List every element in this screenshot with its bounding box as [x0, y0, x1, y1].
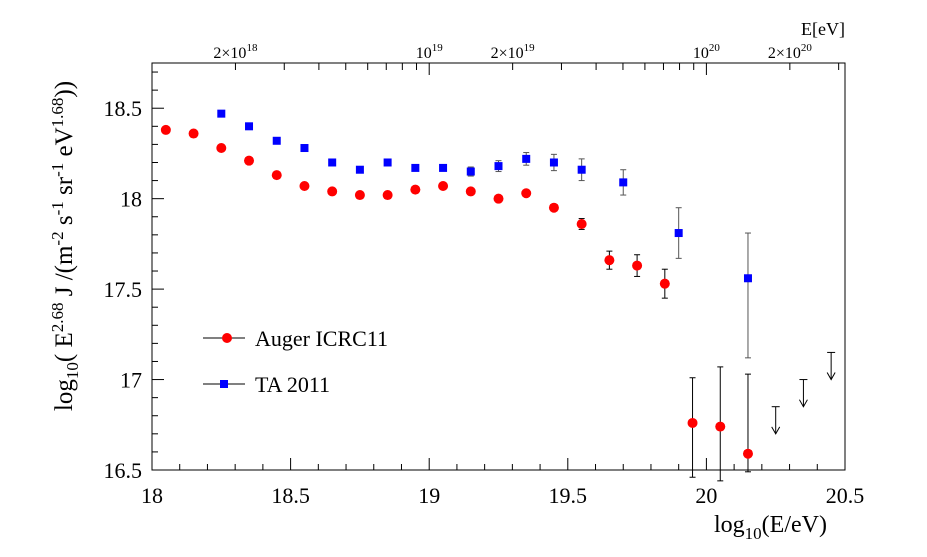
data-point — [494, 162, 503, 171]
top-axis-unit-label: E[eV] — [801, 19, 845, 39]
data-point — [522, 154, 531, 163]
x-tick-label: 18.5 — [271, 483, 310, 508]
data-point — [272, 136, 281, 145]
data-point — [355, 165, 364, 174]
top-tick-label: 1019 — [416, 42, 444, 62]
data-point — [577, 165, 586, 174]
data-point — [466, 167, 475, 176]
y-tick-label: 16.5 — [104, 458, 143, 483]
y-axis-ticks: 16.5 17 17.5 18 18.5 — [104, 71, 164, 483]
top-tick-label: 1020 — [693, 42, 721, 62]
data-point — [604, 255, 615, 266]
x-axis-ticks: 18 18.5 19 19.5 20 20.5 — [141, 458, 864, 508]
data-point — [245, 122, 254, 131]
plot-frame — [151, 62, 846, 471]
data-series — [160, 109, 836, 482]
legend-entry: Auger ICRC11 — [203, 326, 388, 351]
data-point — [465, 186, 476, 197]
data-point — [493, 193, 504, 204]
data-point — [217, 109, 226, 118]
upper-limit-arrowhead — [771, 426, 781, 435]
data-point — [659, 278, 670, 289]
data-point — [674, 229, 683, 238]
x-tick-label: 19 — [418, 483, 440, 508]
data-point — [410, 184, 421, 195]
data-point — [160, 124, 171, 135]
data-point — [687, 417, 698, 428]
data-point — [576, 218, 587, 229]
data-point — [383, 158, 392, 167]
top-tick-label: 2×1019 — [491, 42, 536, 62]
y-tick-label: 18.5 — [104, 96, 143, 121]
data-point — [521, 188, 532, 199]
legend: Auger ICRC11 TA 2011 — [203, 326, 388, 397]
data-point — [328, 158, 337, 167]
data-point — [300, 144, 309, 153]
data-point — [632, 260, 643, 271]
y-tick-label: 17 — [120, 368, 142, 393]
upper-limit-arrowhead — [798, 399, 808, 408]
series-ta-2011 — [217, 109, 752, 359]
legend-marker — [222, 333, 232, 343]
data-point — [244, 155, 255, 166]
data-point — [188, 128, 199, 139]
data-point — [619, 178, 628, 187]
legend-label: Auger ICRC11 — [255, 326, 388, 351]
series-auger-icrc11 — [160, 124, 753, 482]
data-point — [299, 181, 310, 192]
x-tick-label: 20 — [695, 483, 717, 508]
top-tick-label: 2×1020 — [768, 42, 813, 62]
legend-marker — [220, 380, 228, 388]
data-point — [382, 190, 393, 201]
data-point — [742, 448, 753, 459]
data-point — [438, 181, 449, 192]
data-point — [216, 143, 227, 154]
top-axis-ticks: 2×1018 1019 2×1019 1020 2×1020 — [151, 42, 840, 75]
top-tick-label: 2×1018 — [213, 42, 258, 62]
x-axis-label: log10(E/eV) — [714, 512, 827, 543]
legend-label: TA 2011 — [255, 372, 330, 397]
x-tick-label: 19.5 — [549, 483, 588, 508]
data-point — [715, 421, 726, 432]
y-axis-label: log10( E2.68 J /(m-2 s-1 sr-1 eV1.68)) — [48, 81, 82, 411]
data-point — [271, 170, 282, 181]
upper-limit-arrowhead — [826, 372, 836, 381]
legend-entry: TA 2011 — [203, 372, 330, 397]
data-point — [354, 190, 365, 201]
data-point — [549, 158, 558, 167]
plot-border — [151, 62, 846, 471]
y-tick-label: 18 — [120, 187, 142, 212]
data-point — [327, 186, 338, 197]
x-tick-label: 18 — [141, 483, 163, 508]
series-upper-limits — [771, 351, 836, 435]
data-point — [411, 163, 420, 172]
y-tick-label: 17.5 — [104, 277, 143, 302]
data-point — [439, 163, 448, 172]
data-point — [743, 274, 752, 283]
x-tick-label: 20.5 — [826, 483, 865, 508]
data-point — [548, 202, 559, 213]
